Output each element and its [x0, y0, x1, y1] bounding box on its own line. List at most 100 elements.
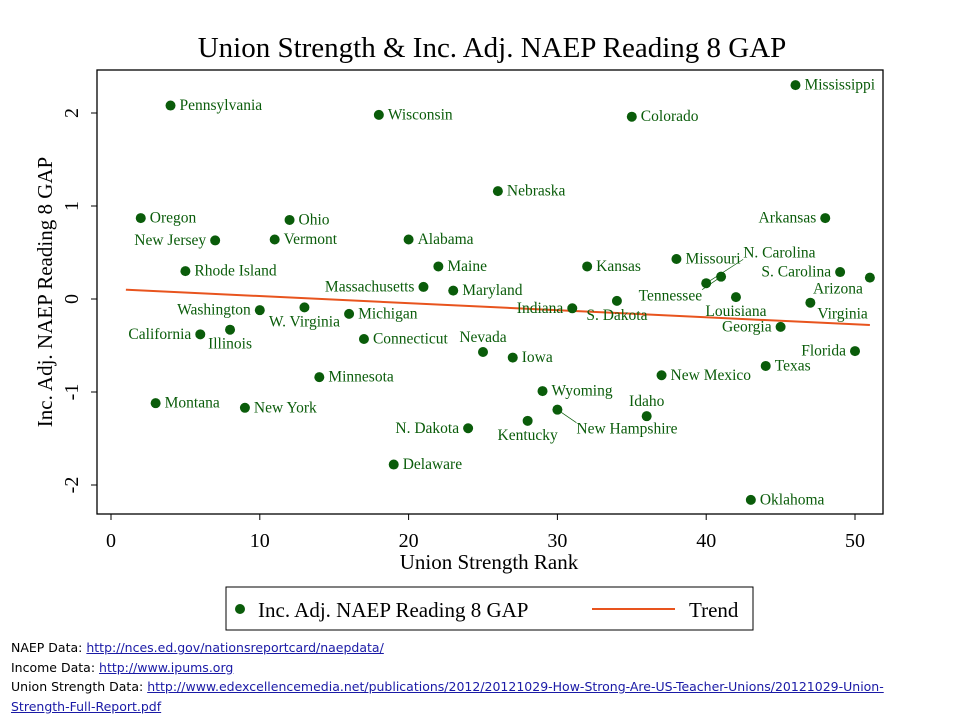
data-point — [611, 295, 622, 306]
data-point — [463, 423, 474, 434]
y-axis: -2 -1 0 1 2 — [61, 108, 97, 493]
data-point — [522, 415, 533, 426]
x-tick-label: 50 — [845, 530, 865, 552]
legend-marker-icon — [235, 604, 245, 614]
legend-label-series: Inc. Adj. NAEP Reading 8 GAP — [258, 598, 528, 622]
data-point-label: Illinois — [208, 336, 252, 353]
data-point-label: Missouri — [685, 251, 741, 268]
data-point-label: Indiana — [517, 300, 564, 317]
data-point-label: Virginia — [817, 306, 868, 323]
data-point — [314, 372, 325, 383]
data-point — [850, 346, 860, 357]
trend-line — [125, 288, 870, 327]
legend: Inc. Adj. NAEP Reading 8 GAP Trend — [225, 586, 754, 631]
data-point — [626, 111, 637, 122]
income-source-link[interactable]: http://www.ipums.org — [99, 659, 234, 675]
data-point — [135, 213, 146, 224]
y-tick-label: 0 — [61, 294, 83, 304]
data-point-label: Maryland — [462, 282, 523, 299]
data-point — [820, 213, 831, 224]
data-point-label: California — [128, 326, 191, 343]
data-point-label: Idaho — [629, 393, 665, 410]
data-point-label: Wisconsin — [388, 106, 453, 123]
data-point — [641, 411, 652, 422]
data-point — [210, 235, 221, 246]
data-point — [552, 404, 563, 415]
data-point — [195, 329, 206, 340]
x-tick-label: 20 — [399, 530, 419, 552]
data-point-label: Wyoming — [552, 383, 613, 400]
data-point — [165, 100, 176, 111]
data-point-label: Tennessee — [639, 288, 703, 305]
data-point — [537, 386, 548, 397]
data-point — [567, 303, 578, 314]
x-axis-label: Union Strength Rank — [400, 550, 579, 574]
data-point-label: New Jersey — [134, 232, 206, 249]
data-point-label: S. Carolina — [761, 264, 831, 281]
data-point-label: Ohio — [299, 211, 330, 228]
data-point-label: Georgia — [722, 318, 772, 335]
data-point — [507, 352, 518, 363]
data-point-label: N. Carolina — [743, 244, 815, 261]
data-point-label: Washington — [177, 302, 251, 319]
data-point — [760, 360, 771, 371]
data-point — [150, 398, 161, 409]
data-point-label: New Hampshire — [576, 421, 677, 438]
trend-line-group — [125, 288, 870, 327]
data-point — [344, 308, 355, 319]
data-point-label: Arkansas — [759, 210, 817, 227]
data-point-label: N. Dakota — [395, 420, 459, 437]
y-tick-label: 2 — [61, 108, 83, 118]
data-point-label: Iowa — [522, 349, 553, 366]
x-tick-label: 30 — [547, 530, 567, 552]
data-point-label: Nevada — [459, 329, 506, 346]
data-point — [775, 321, 786, 332]
data-point-label: Mississippi — [804, 77, 875, 94]
y-tick-label: 1 — [61, 201, 83, 211]
data-point — [358, 333, 369, 344]
label-leader-line — [706, 259, 744, 284]
data-point — [448, 285, 459, 296]
data-point-label: Arizona — [813, 281, 863, 298]
y-tick-label: -2 — [61, 477, 83, 494]
union-source-link-cont[interactable]: Strength-Full-Report.pdf — [11, 698, 162, 714]
footer-sources: NAEP Data: http://nces.ed.gov/nationsrep… — [11, 638, 951, 716]
data-points — [135, 80, 875, 505]
y-axis-label: Inc. Adj. NAEP Reading 8 GAP — [33, 157, 57, 427]
data-point-label: New York — [254, 399, 317, 416]
x-tick-label: 10 — [250, 530, 270, 552]
data-point — [492, 186, 503, 197]
data-point — [388, 459, 399, 470]
data-point-label: Delaware — [403, 456, 462, 473]
data-point-label: New Mexico — [671, 367, 752, 384]
income-source: Income Data: http://www.ipums.org — [11, 658, 951, 678]
data-point — [269, 234, 280, 245]
data-point-label: Texas — [775, 357, 811, 374]
naep-source-label: NAEP Data: — [11, 640, 83, 655]
data-point — [299, 302, 310, 313]
naep-source: NAEP Data: http://nces.ed.gov/nationsrep… — [11, 638, 951, 658]
x-axis: 0 10 20 30 40 50 — [106, 514, 865, 552]
data-point — [254, 305, 265, 316]
data-point — [716, 271, 727, 282]
union-source-link[interactable]: http://www.edexcellencemedia.net/publica… — [147, 679, 884, 694]
data-point-label: Colorado — [641, 108, 699, 125]
data-point — [239, 402, 250, 413]
data-point — [864, 272, 875, 283]
data-point-label: Oregon — [150, 210, 197, 227]
data-point-label: Connecticut — [373, 330, 449, 347]
data-point — [433, 261, 444, 272]
chart-title: Union Strength & Inc. Adj. NAEP Reading … — [198, 32, 787, 64]
data-point-label: Montana — [165, 395, 220, 412]
union-source-cont: Strength-Full-Report.pdf — [11, 697, 951, 717]
naep-source-link[interactable]: http://nces.ed.gov/nationsreportcard/nae… — [86, 640, 384, 655]
legend-label-trend: Trend — [689, 598, 739, 622]
income-source-label: Income Data: — [11, 659, 96, 675]
data-point-label: Michigan — [358, 305, 418, 322]
data-point-label: Nebraska — [507, 183, 566, 200]
data-point — [403, 234, 414, 245]
data-point — [284, 214, 295, 225]
data-point-label: W. Virginia — [269, 313, 340, 330]
data-point-label: Minnesota — [328, 369, 394, 386]
y-tick-label: -1 — [61, 384, 83, 401]
